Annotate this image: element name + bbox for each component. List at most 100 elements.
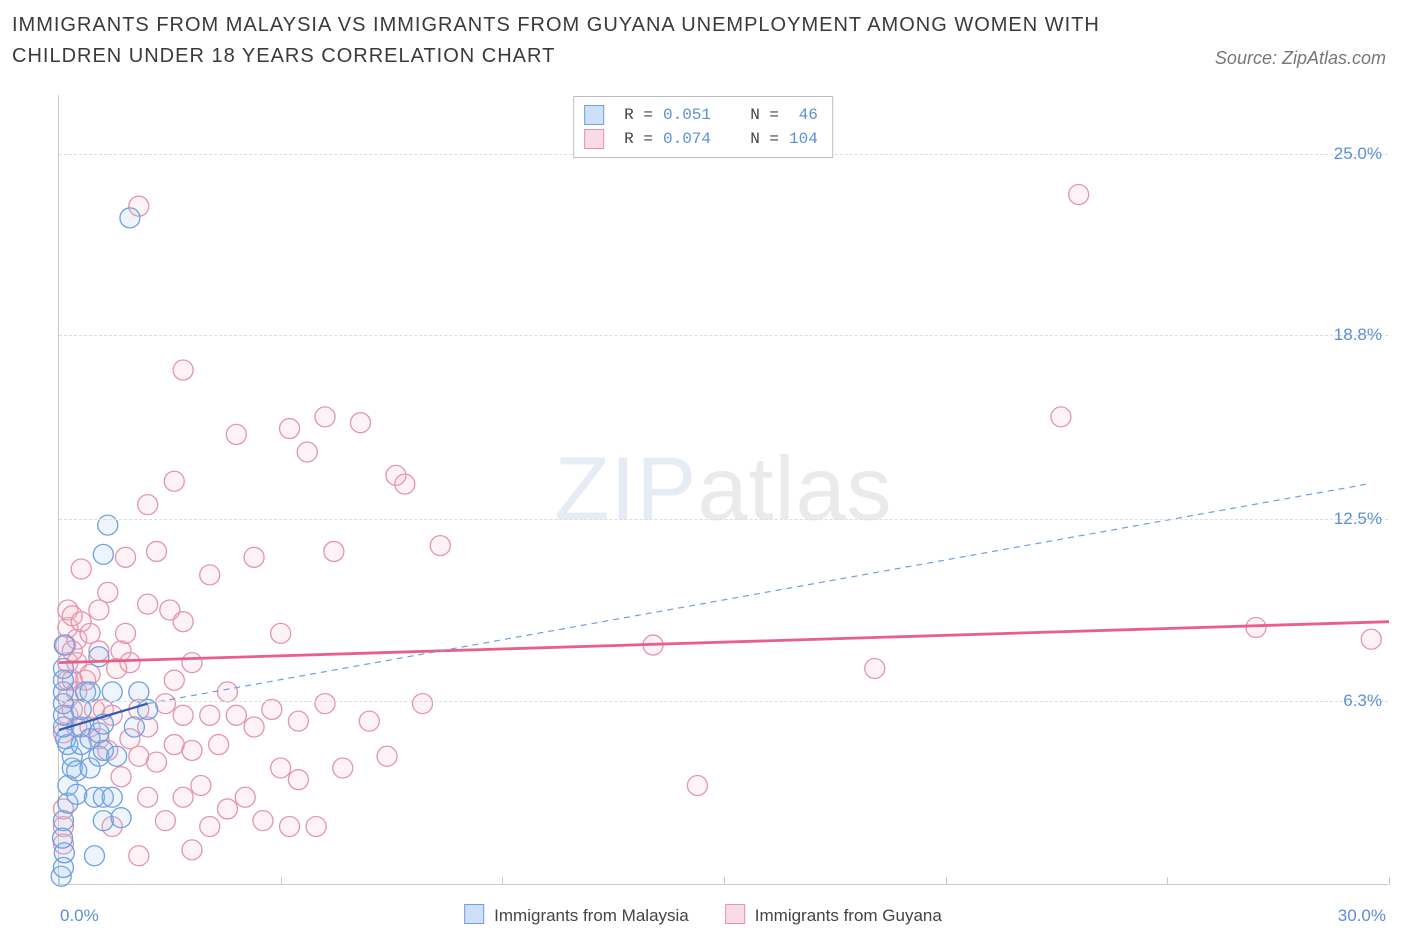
data-point-guyana xyxy=(350,413,370,433)
data-point-guyana xyxy=(182,653,202,673)
data-point-guyana xyxy=(288,770,308,790)
source-attribution: Source: ZipAtlas.com xyxy=(1215,48,1386,69)
data-point-guyana xyxy=(297,442,317,462)
data-point-guyana xyxy=(111,767,131,787)
x-axis-max-label: 30.0% xyxy=(1338,906,1386,926)
data-point-malaysia xyxy=(102,682,122,702)
data-point-guyana xyxy=(200,705,220,725)
legend-item-guyana: Immigrants from Guyana xyxy=(725,904,942,926)
legend-bottom: Immigrants from Malaysia Immigrants from… xyxy=(464,904,942,926)
data-point-guyana xyxy=(129,746,149,766)
data-point-guyana xyxy=(173,360,193,380)
data-point-guyana xyxy=(164,471,184,491)
data-point-guyana xyxy=(80,623,100,643)
r-value-guyana: 0.074 xyxy=(663,127,711,151)
data-point-guyana xyxy=(173,787,193,807)
x-tick-mark xyxy=(281,877,282,885)
data-point-guyana xyxy=(687,776,707,796)
trend-line xyxy=(148,484,1367,703)
data-point-guyana xyxy=(359,711,379,731)
data-point-guyana xyxy=(182,740,202,760)
data-point-malaysia xyxy=(107,746,127,766)
data-point-guyana xyxy=(98,582,118,602)
data-point-guyana xyxy=(1361,629,1381,649)
source-name: ZipAtlas.com xyxy=(1282,48,1386,68)
x-tick-mark xyxy=(502,877,503,885)
n-label: N = xyxy=(750,103,779,127)
data-point-guyana xyxy=(164,670,184,690)
y-tick-label: 12.5% xyxy=(1334,509,1382,529)
legend-swatch-icon xyxy=(464,904,484,924)
plot-wrap: ZIPatlas 6.3%12.5%18.8%25.0% xyxy=(58,95,1388,885)
data-point-malaysia xyxy=(129,682,149,702)
data-point-malaysia xyxy=(124,717,144,737)
data-point-guyana xyxy=(173,705,193,725)
data-point-guyana xyxy=(306,816,326,836)
data-point-guyana xyxy=(244,547,264,567)
chart-title: IMMIGRANTS FROM MALAYSIA VS IMMIGRANTS F… xyxy=(12,10,1112,72)
data-point-malaysia xyxy=(54,635,74,655)
data-point-malaysia xyxy=(89,647,109,667)
data-point-guyana xyxy=(413,694,433,714)
data-point-guyana xyxy=(262,699,282,719)
y-tick-label: 25.0% xyxy=(1334,144,1382,164)
data-point-guyana xyxy=(271,623,291,643)
data-point-guyana xyxy=(120,653,140,673)
n-value-guyana: 104 xyxy=(789,127,818,151)
data-point-guyana xyxy=(1246,618,1266,638)
n-value-malaysia: 46 xyxy=(789,103,818,127)
data-point-guyana xyxy=(226,705,246,725)
data-point-guyana xyxy=(288,711,308,731)
legend-label-malaysia: Immigrants from Malaysia xyxy=(494,906,689,925)
data-point-guyana xyxy=(209,735,229,755)
n-label: N = xyxy=(750,127,779,151)
data-point-guyana xyxy=(280,816,300,836)
data-point-guyana xyxy=(200,816,220,836)
data-point-guyana xyxy=(1069,184,1089,204)
data-point-guyana xyxy=(395,474,415,494)
data-point-guyana xyxy=(147,541,167,561)
gridline xyxy=(59,335,1388,336)
data-point-guyana xyxy=(253,811,273,831)
y-tick-label: 6.3% xyxy=(1343,691,1382,711)
x-axis-min-label: 0.0% xyxy=(60,906,99,926)
data-point-guyana xyxy=(1051,407,1071,427)
data-point-guyana xyxy=(164,735,184,755)
data-point-guyana xyxy=(865,658,885,678)
legend-item-malaysia: Immigrants from Malaysia xyxy=(464,904,689,926)
x-tick-mark xyxy=(1167,877,1168,885)
x-tick-mark xyxy=(946,877,947,885)
data-point-malaysia xyxy=(93,811,113,831)
data-point-guyana xyxy=(217,682,237,702)
data-point-guyana xyxy=(116,547,136,567)
data-point-malaysia xyxy=(111,808,131,828)
legend-swatch-icon xyxy=(725,904,745,924)
y-tick-label: 18.8% xyxy=(1334,325,1382,345)
x-tick-mark xyxy=(1389,877,1390,885)
data-point-guyana xyxy=(200,565,220,585)
data-point-guyana xyxy=(191,776,211,796)
data-point-malaysia xyxy=(93,544,113,564)
data-point-guyana xyxy=(138,495,158,515)
data-point-malaysia xyxy=(67,784,87,804)
data-point-guyana xyxy=(155,694,175,714)
data-point-malaysia xyxy=(71,699,91,719)
data-point-guyana xyxy=(138,594,158,614)
data-point-guyana xyxy=(147,752,167,772)
data-point-guyana xyxy=(430,536,450,556)
data-point-malaysia xyxy=(98,515,118,535)
legend-stats-row-guyana: R = 0.074 N = 104 xyxy=(584,127,818,151)
data-point-guyana xyxy=(116,623,136,643)
r-label: R = xyxy=(624,103,653,127)
plot-area: ZIPatlas 6.3%12.5%18.8%25.0% xyxy=(58,95,1388,885)
r-label: R = xyxy=(624,127,653,151)
data-point-guyana xyxy=(71,559,91,579)
legend-swatch-malaysia xyxy=(584,105,604,125)
legend-label-guyana: Immigrants from Guyana xyxy=(755,906,942,925)
scatter-svg xyxy=(59,95,1388,884)
legend-swatch-guyana xyxy=(584,129,604,149)
data-point-guyana xyxy=(226,424,246,444)
data-point-guyana xyxy=(280,419,300,439)
gridline xyxy=(59,519,1388,520)
data-point-guyana xyxy=(129,846,149,866)
